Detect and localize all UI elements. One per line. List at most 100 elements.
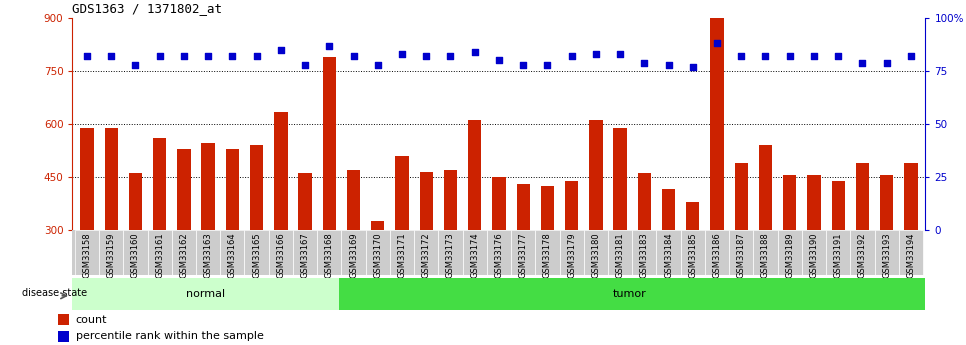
Point [418,53,434,59]
Bar [347,170,360,230]
Bar [104,128,118,230]
Point [757,53,773,59]
Bar [293,230,317,275]
Text: GSM33178: GSM33178 [543,232,552,278]
Point [79,53,95,59]
Text: GSM33163: GSM33163 [204,232,213,278]
Bar [177,149,190,230]
Bar [244,230,269,275]
Point [879,60,895,65]
Text: GSM33190: GSM33190 [810,232,818,278]
Text: GSM33193: GSM33193 [882,232,892,278]
Text: GSM33177: GSM33177 [519,232,527,278]
Point [855,60,870,65]
Text: GSM33161: GSM33161 [156,232,164,278]
Bar [880,175,894,230]
Text: GSM33191: GSM33191 [834,232,842,278]
Bar [80,128,94,230]
Bar [220,230,244,275]
Text: GSM33188: GSM33188 [761,232,770,278]
Bar [58,331,69,342]
Text: GSM33173: GSM33173 [446,232,455,278]
Text: GSM33165: GSM33165 [252,232,261,278]
Bar [686,202,699,230]
Bar [172,230,196,275]
Text: GSM33169: GSM33169 [349,232,358,278]
Point [322,43,337,48]
Bar [148,230,172,275]
Bar [632,230,657,275]
Text: GSM33166: GSM33166 [276,232,285,278]
Text: GSM33184: GSM33184 [664,232,673,278]
Point [564,53,580,59]
Point [273,47,289,52]
Point [588,51,604,57]
Bar [705,230,729,275]
Point [298,62,313,67]
Text: disease state: disease state [22,288,87,298]
Text: GSM33186: GSM33186 [713,232,722,278]
Text: GSM33180: GSM33180 [591,232,600,278]
Bar [734,163,748,230]
Text: GSM33164: GSM33164 [228,232,237,278]
Bar [419,172,433,230]
Bar [317,230,341,275]
Bar [583,230,608,275]
Text: GSM33185: GSM33185 [689,232,697,278]
Bar [783,175,796,230]
Bar [226,149,239,230]
Bar [759,145,772,230]
Bar [75,230,99,275]
Point [225,53,241,59]
Text: count: count [76,315,107,325]
Bar [487,230,511,275]
Bar [589,120,603,230]
Text: GSM33189: GSM33189 [785,232,794,278]
Bar [808,175,821,230]
Bar [904,163,918,230]
Text: GDS1363 / 1371802_at: GDS1363 / 1371802_at [72,2,222,16]
Bar [323,57,336,230]
Bar [469,120,481,230]
Bar [153,138,166,230]
Bar [662,189,675,230]
Bar [72,278,339,310]
Point [200,53,215,59]
Bar [565,180,579,230]
Point [709,41,724,46]
Point [128,62,143,67]
Text: GSM33158: GSM33158 [82,232,92,278]
Point [661,62,676,67]
Point [685,64,700,70]
Point [903,53,919,59]
Bar [366,230,390,275]
Bar [196,230,220,275]
Bar [341,230,366,275]
Bar [802,230,826,275]
Point [103,53,119,59]
Point [540,62,555,67]
Bar [753,230,778,275]
Bar [535,230,559,275]
Bar [128,174,142,230]
Bar [124,230,148,275]
Point [637,60,652,65]
Bar [681,230,705,275]
Point [370,62,385,67]
Bar [559,230,583,275]
Point [492,58,507,63]
Text: normal: normal [186,289,225,299]
Text: GSM33170: GSM33170 [373,232,383,278]
Point [733,53,749,59]
Point [346,53,361,59]
Bar [729,230,753,275]
Bar [657,230,681,275]
Text: GSM33192: GSM33192 [858,232,867,278]
Text: GSM33159: GSM33159 [106,232,116,278]
Bar [832,180,845,230]
Bar [414,230,439,275]
Text: GSM33162: GSM33162 [180,232,188,278]
Text: GSM33179: GSM33179 [567,232,576,278]
Bar [710,18,724,230]
Point [807,53,822,59]
